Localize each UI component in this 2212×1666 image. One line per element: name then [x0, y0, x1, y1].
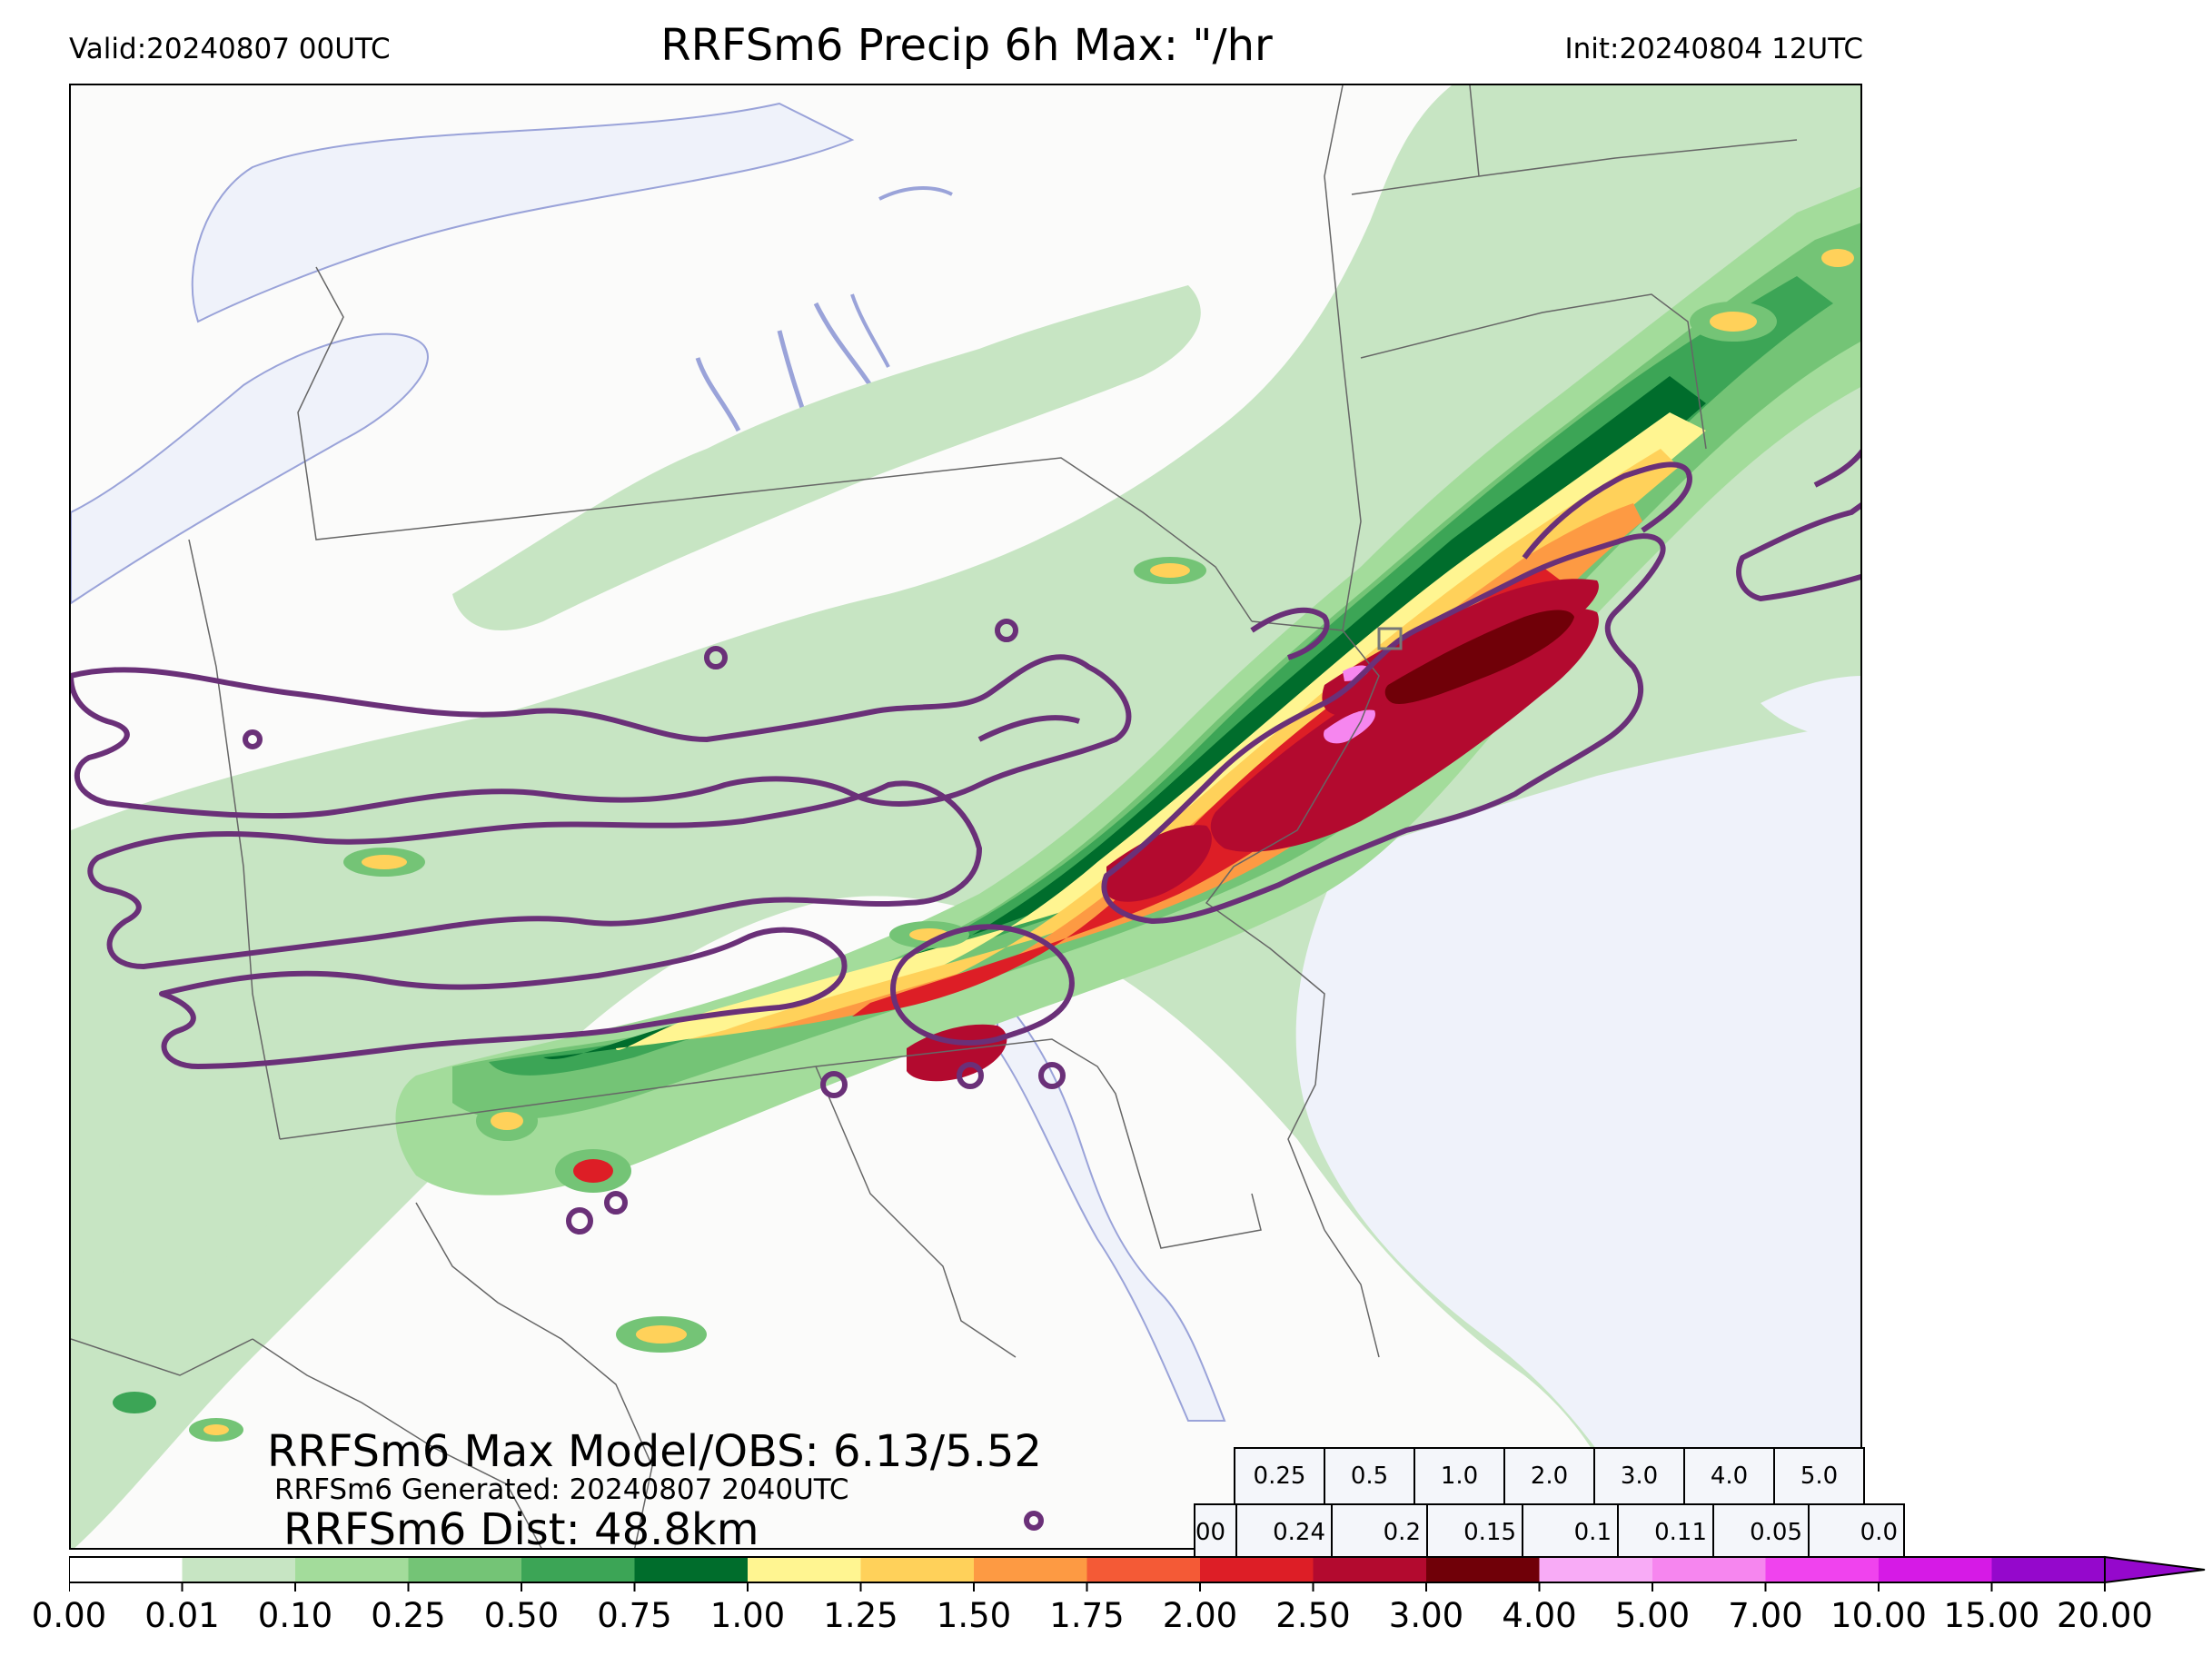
score-cell: 0.15	[1426, 1503, 1523, 1562]
colorbar-tick-label: 10.00	[1830, 1596, 1927, 1635]
precip-dark-red-core	[1384, 610, 1574, 704]
max-model-obs-label: RRFSm6 Max Model/OBS: 6.13/5.52	[267, 1426, 1042, 1477]
score-cell: 0.0	[1808, 1503, 1905, 1562]
precip-cell-4-core	[1150, 563, 1190, 578]
threshold-cell: 3.0	[1593, 1447, 1685, 1505]
lake-finger-4	[850, 293, 890, 368]
obs-contours	[71, 449, 1860, 1531]
colorbar-segment	[1991, 1557, 2106, 1582]
colorbar-segments	[69, 1555, 2206, 1592]
colorbar	[69, 1555, 2206, 1592]
lake-erie	[71, 332, 429, 605]
score-cell: 0.11	[1617, 1503, 1714, 1562]
precip-light-southwest	[116, 1024, 373, 1321]
colorbar-tick-label: 7.00	[1728, 1596, 1803, 1635]
precip-cell-8-core	[491, 1112, 523, 1130]
colorbar-tick-label: 0.01	[144, 1596, 220, 1635]
colorbar-segment	[1652, 1557, 1766, 1582]
chesapeake-bay	[997, 991, 1226, 1422]
colorbar-segment	[521, 1557, 635, 1582]
colorbar-segment	[408, 1557, 522, 1582]
precip-cell-2-core	[573, 1159, 613, 1183]
precip-map-canvas	[71, 85, 1860, 1548]
colorbar-extend-arrow	[2104, 1555, 2206, 1584]
lake-upper	[191, 102, 855, 323]
lake-small	[878, 186, 953, 201]
atlantic-water-2	[1761, 676, 1860, 739]
colorbar-segment	[974, 1557, 1087, 1582]
precip-yellow	[616, 412, 1706, 1050]
colorbar-segment	[634, 1557, 749, 1582]
precip-cell-6-core	[1710, 312, 1757, 332]
colorbar-tick-label: 2.50	[1275, 1596, 1351, 1635]
precip-green-4	[543, 376, 1706, 1059]
colorbar-segment	[1765, 1557, 1880, 1582]
colorbar-tick-label: 0.75	[597, 1596, 672, 1635]
distance-label: RRFSm6 Dist: 48.8km	[283, 1504, 759, 1555]
lake-finger-1	[695, 357, 741, 432]
precip-pink-max-2	[1343, 665, 1370, 681]
precip-cell-3-core	[636, 1325, 687, 1344]
precip-cell-1-core	[362, 855, 407, 869]
precip-cell-7-core	[1821, 249, 1854, 267]
threshold-table: 0.25 0.5 1.0 2.0 3.0 4.0 5.0	[1234, 1447, 1865, 1505]
threshold-cell: 0.25	[1234, 1447, 1325, 1505]
colorbar-segment	[1539, 1557, 1653, 1582]
colorbar-segment	[860, 1557, 975, 1582]
score-cell: 0.05	[1712, 1503, 1810, 1562]
precip-cell-9-core	[203, 1424, 229, 1435]
threshold-cell: 2.0	[1503, 1447, 1595, 1505]
colorbar-segment	[69, 1557, 183, 1582]
colorbar-tick-label: 0.25	[371, 1596, 446, 1635]
colorbar-segment	[1200, 1557, 1314, 1582]
score-cell: 0.24	[1235, 1503, 1333, 1562]
colorbar-tick-label: 20.00	[2057, 1596, 2153, 1635]
colorbar-tick-label: 4.00	[1502, 1596, 1577, 1635]
precip-green-3	[489, 276, 1833, 1076]
colorbar-tick-label: 1.00	[709, 1596, 786, 1635]
chart-title: RRFSm6 Precip 6h Max: "/hr	[660, 20, 1273, 71]
threshold-cell: 1.0	[1413, 1447, 1505, 1505]
colorbar-tick-label: 0.10	[257, 1596, 333, 1635]
threshold-cell: 5.0	[1773, 1447, 1865, 1505]
colorbar-segment	[295, 1557, 409, 1582]
threshold-row: 0.25 0.5 1.0 2.0 3.0 4.0 5.0	[1234, 1447, 1865, 1505]
valid-time-label: Valid:20240807 00UTC	[69, 33, 391, 65]
precip-red-core-center	[1106, 825, 1212, 902]
colorbar-segment	[1313, 1557, 1427, 1582]
lake-finger-3	[813, 302, 873, 387]
colorbar-tick-label: 1.75	[1049, 1596, 1125, 1635]
precip-map	[69, 84, 1862, 1550]
init-time-label: Init:20240804 12UTC	[1564, 33, 1863, 65]
score-cell: 0.1	[1522, 1503, 1619, 1562]
precip-light-northwest	[452, 285, 1201, 630]
state-borders	[71, 85, 1798, 1548]
colorbar-tick-label: 3.00	[1388, 1596, 1464, 1635]
score-table: 00 0.24 0.2 0.15 0.1 0.11 0.05 0.0	[1194, 1503, 1905, 1562]
score-row: 00 0.24 0.2 0.15 0.1 0.11 0.05 0.0	[1194, 1503, 1905, 1562]
precip-cell-10	[113, 1392, 156, 1413]
threshold-cell: 0.5	[1324, 1447, 1415, 1505]
precip-orange	[689, 449, 1679, 1039]
colorbar-tick-label: 2.00	[1162, 1596, 1238, 1635]
colorbar-segment	[1879, 1557, 1992, 1582]
score-cell: 0.2	[1331, 1503, 1428, 1562]
threshold-cell: 4.0	[1683, 1447, 1775, 1505]
colorbar-segment	[1086, 1557, 1201, 1582]
colorbar-tick-label: 15.00	[1943, 1596, 2040, 1635]
generated-time-label: RRFSm6 Generated: 20240807 2040UTC	[274, 1473, 849, 1506]
colorbar-tick-label: 1.50	[936, 1596, 1012, 1635]
colorbar-tick-label: 1.25	[823, 1596, 898, 1635]
max-location-box	[1377, 627, 1403, 650]
colorbar-segment	[1426, 1557, 1540, 1582]
colorbar-tick-label: 5.00	[1614, 1596, 1691, 1635]
colorbar-segment	[748, 1557, 861, 1582]
colorbar-tick-label: 0.00	[31, 1596, 107, 1635]
score-row-label: 00	[1194, 1503, 1237, 1562]
colorbar-tick-label: 0.50	[483, 1596, 560, 1635]
colorbar-segment	[182, 1557, 296, 1582]
atlantic-water	[1295, 721, 1860, 1548]
